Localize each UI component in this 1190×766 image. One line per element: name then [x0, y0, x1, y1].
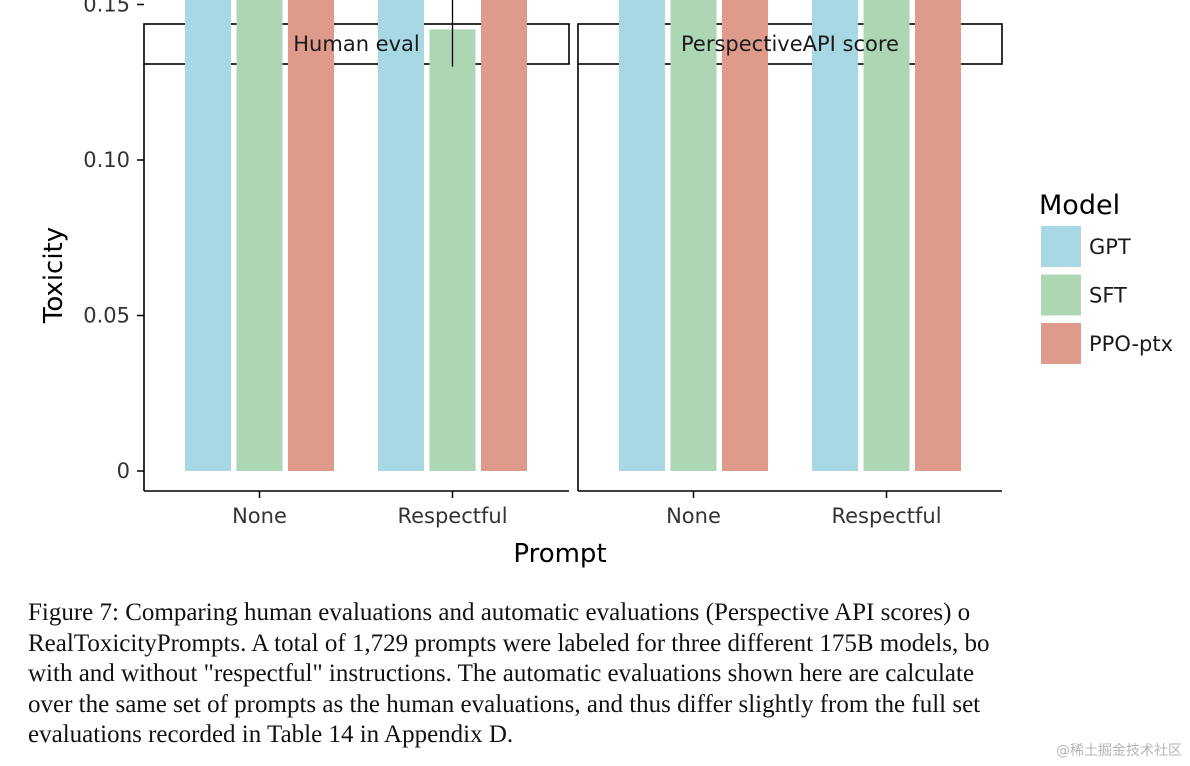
x-axis-title: Prompt: [513, 539, 606, 569]
legend-label: GPT: [1089, 235, 1131, 259]
caption-line: evaluations recorded in Table 14 in Appe…: [28, 721, 514, 748]
watermark: @稀土掘金技术社区: [1056, 743, 1182, 759]
bar-sft: [429, 29, 476, 471]
caption-line: RealToxicityPrompts. A total of 1,729 pr…: [28, 629, 990, 657]
x-tick-label: None: [666, 504, 721, 528]
x-tick-label: None: [232, 504, 287, 528]
y-tick-label: 0.15: [83, 0, 130, 17]
bar-gpt: [812, 0, 858, 471]
bar-gpt: [378, 0, 424, 471]
toxicity-bar-chart: 00.050.100.150.200.25Human evalNoneRespe…: [39, 0, 1173, 569]
facet-title: PerspectiveAPI score: [681, 32, 899, 56]
bar-gpt: [619, 0, 665, 472]
legend-label: SFT: [1089, 284, 1127, 308]
x-tick-label: Respectful: [397, 504, 507, 528]
y-tick-label: 0.05: [83, 304, 130, 328]
bar-sft: [863, 0, 910, 472]
bar-sft: [236, 0, 283, 471]
figure-caption: Figure 7: Comparing human evaluations an…: [28, 598, 1190, 766]
legend-swatch-gpt: [1041, 226, 1081, 267]
legend-swatch-ppo-ptx: [1041, 323, 1081, 364]
bar-ppo-ptx: [915, 0, 961, 471]
bar-gpt: [185, 0, 231, 471]
caption-line: Figure 7: Comparing human evaluations an…: [28, 599, 971, 626]
bar-ppo-ptx: [481, 0, 527, 472]
facet-title: Human eval: [293, 32, 419, 56]
y-axis-title: Toxicity: [39, 227, 69, 324]
legend-label: PPO-ptx: [1089, 332, 1173, 356]
x-tick-label: Respectful: [831, 504, 941, 528]
y-tick-label: 0: [117, 459, 130, 483]
legend-swatch-sft: [1041, 274, 1081, 316]
legend-title: Model: [1039, 190, 1120, 221]
caption-line: with and without "respectful" instructio…: [28, 660, 975, 687]
y-tick-label: 0.10: [83, 148, 130, 172]
bar-ppo-ptx: [288, 0, 334, 472]
caption-line: over the same set of prompts as the huma…: [28, 690, 981, 718]
bar-sft: [670, 0, 717, 471]
bar-ppo-ptx: [722, 0, 768, 471]
